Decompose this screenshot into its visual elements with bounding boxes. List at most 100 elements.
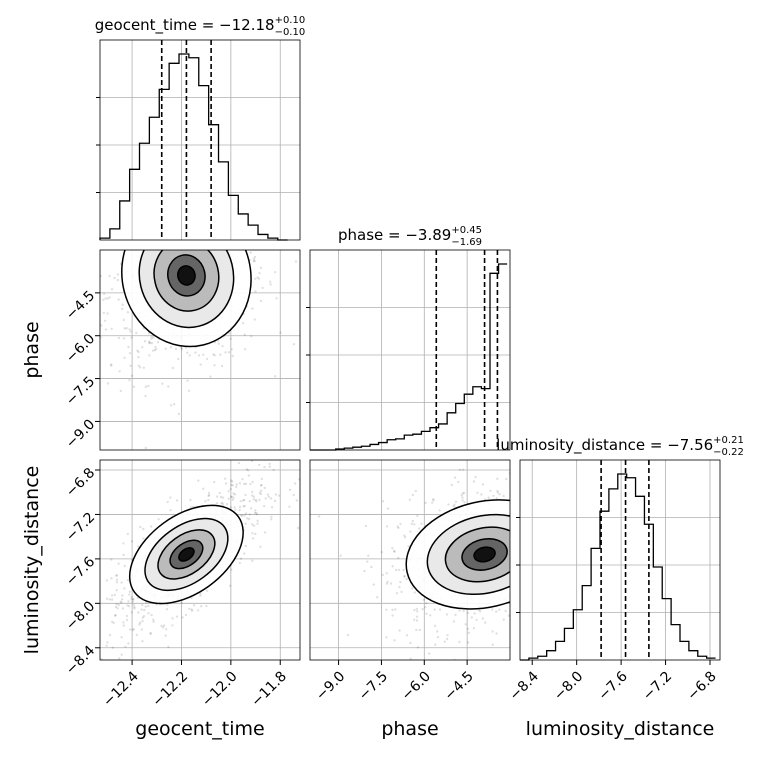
sample-point: [125, 614, 129, 618]
sample-point: [381, 573, 384, 577]
title-main: phase = −3.89: [338, 226, 451, 244]
sample-point: [128, 379, 131, 382]
sample-point: [264, 497, 267, 500]
sample-point: [97, 290, 99, 292]
sample-point: [96, 418, 98, 420]
sample-point: [161, 382, 164, 385]
sample-point: [144, 605, 147, 608]
sample-point: [274, 271, 277, 274]
sample-point: [189, 498, 192, 502]
sample-point: [103, 319, 107, 322]
panel-bg: [520, 460, 720, 660]
sample-point: [269, 497, 273, 500]
sample-point: [242, 499, 245, 502]
sample-point: [130, 611, 133, 614]
sample-point: [229, 487, 232, 491]
sample-point: [169, 496, 172, 499]
sample-point: [280, 246, 282, 248]
sample-point: [496, 477, 499, 480]
sample-point: [122, 553, 125, 557]
x-tick-label: −7.6: [596, 668, 631, 703]
sample-point: [416, 514, 419, 518]
sample-point: [466, 611, 469, 615]
sample-point: [491, 608, 494, 611]
sample-point: [268, 465, 271, 468]
sample-point: [256, 519, 259, 522]
sample-point: [171, 624, 174, 627]
sample-point: [212, 241, 214, 243]
sample-point: [512, 579, 514, 581]
sample-point: [262, 504, 266, 508]
sample-point: [123, 587, 126, 590]
sample-point: [295, 499, 298, 502]
density-layer: [97, 460, 300, 660]
sample-point: [394, 568, 398, 572]
sample-point: [512, 554, 514, 556]
sample-point: [372, 583, 375, 586]
title-phase: phase = −3.89+0.45−1.69: [338, 225, 482, 248]
sample-point: [391, 565, 394, 568]
sample-point: [472, 627, 476, 630]
sample-point: [232, 243, 234, 245]
panel-frame: [519, 459, 721, 661]
sample-point: [260, 477, 264, 481]
sample-point: [140, 608, 143, 611]
sample-point: [364, 524, 368, 528]
sample-point: [294, 260, 298, 263]
sample-point: [259, 266, 263, 269]
sample-point: [97, 630, 99, 632]
y-tick-label: −7.6: [63, 554, 98, 589]
sample-point: [252, 259, 255, 263]
sample-point: [515, 459, 517, 461]
sample-point: [230, 240, 232, 242]
sample-point: [403, 534, 406, 537]
sample-point: [279, 331, 282, 334]
sample-point: [147, 384, 150, 388]
sample-point: [113, 593, 117, 597]
sample-point: [400, 590, 403, 594]
sample-point: [120, 581, 123, 584]
sample-point: [137, 355, 140, 359]
sample-point: [238, 508, 241, 512]
sample-point: [425, 612, 428, 615]
sample-point: [243, 248, 245, 250]
sample-point: [432, 675, 434, 677]
sample-point: [251, 494, 254, 497]
sample-point: [70, 292, 72, 294]
sample-point: [512, 594, 514, 596]
sample-point: [198, 247, 200, 249]
sample-point: [243, 514, 246, 517]
sample-point: [450, 483, 453, 487]
sample-point: [141, 616, 144, 619]
sample-point: [380, 551, 383, 554]
sample-point: [180, 601, 183, 605]
sample-point: [191, 243, 193, 245]
sample-point: [266, 493, 270, 496]
title-text: luminosity_distance = −7.56+0.21: [496, 435, 744, 455]
sample-point: [130, 595, 133, 599]
sample-point: [106, 297, 110, 300]
sample-point: [234, 241, 236, 243]
sample-point: [256, 245, 258, 247]
sample-point: [269, 280, 272, 283]
sample-point: [186, 351, 189, 354]
sample-point: [149, 631, 152, 635]
sample-point: [141, 620, 144, 623]
sample-point: [143, 608, 146, 612]
sample-point: [116, 278, 120, 282]
sample-point: [511, 568, 513, 570]
sample-point: [243, 482, 246, 486]
sample-point: [515, 602, 517, 604]
sample-point: [385, 582, 389, 585]
sample-point: [192, 604, 196, 607]
sample-point: [234, 508, 237, 511]
title-text: phase = −3.89+0.45: [338, 225, 482, 244]
sample-point: [243, 348, 247, 351]
y-tick-label: −8.0: [63, 598, 98, 633]
sample-point: [120, 653, 123, 656]
sample-point: [212, 353, 215, 356]
sample-point: [141, 640, 144, 643]
sample-point: [110, 288, 114, 291]
